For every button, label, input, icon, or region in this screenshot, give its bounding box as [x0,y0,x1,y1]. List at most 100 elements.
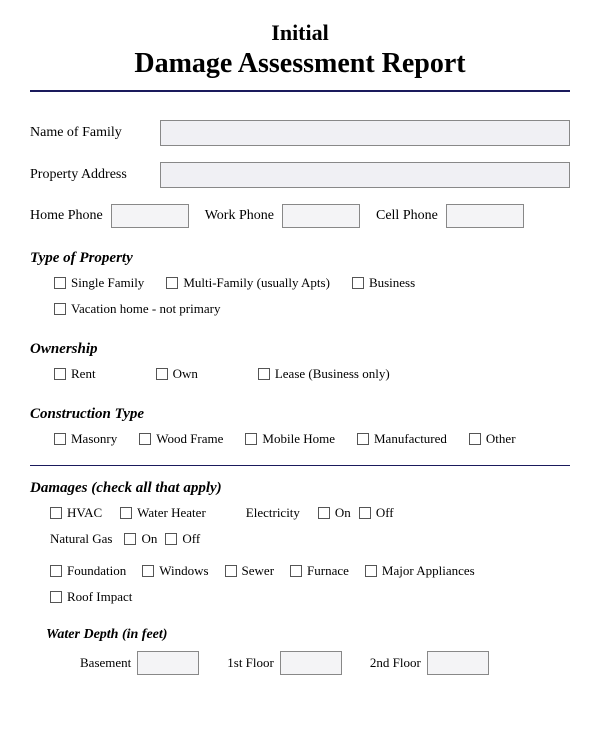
wood-frame-label: Wood Frame [156,431,223,447]
checkbox-icon [50,565,62,577]
roof-impact-label: Roof Impact [67,589,132,605]
rent-option[interactable]: Rent [54,366,96,382]
single-family-option[interactable]: Single Family [54,275,144,291]
checkbox-icon [225,565,237,577]
checkbox-icon [142,565,154,577]
ownership-title: Ownership [30,341,570,358]
furnace-option[interactable]: Furnace [290,563,349,579]
manufactured-option[interactable]: Manufactured [357,431,447,447]
foundation-option[interactable]: Foundation [50,563,126,579]
ownership-options: Rent Own Lease (Business only) [30,366,570,392]
damages-row-2: Foundation Windows Sewer Furnace Major A… [30,563,570,615]
address-input[interactable] [160,162,570,188]
multi-family-option[interactable]: Multi-Family (usually Apts) [166,275,330,291]
gas-off-label: Off [182,531,200,547]
checkbox-icon [258,368,270,380]
own-option[interactable]: Own [156,366,198,382]
electricity-off-option[interactable]: Off [359,505,394,521]
checkbox-icon [365,565,377,577]
checkbox-icon [245,433,257,445]
water-heater-option[interactable]: Water Heater [120,505,206,521]
sewer-label: Sewer [242,563,275,579]
windows-label: Windows [159,563,208,579]
rent-label: Rent [71,366,96,382]
electricity-on-option[interactable]: On [318,505,351,521]
home-phone-input[interactable] [111,204,189,228]
lease-option[interactable]: Lease (Business only) [258,366,390,382]
home-phone-label: Home Phone [30,208,103,224]
elec-on-label: On [335,505,351,521]
checkbox-icon [318,507,330,519]
property-type-title: Type of Property [30,250,570,267]
checkbox-icon [54,303,66,315]
mid-divider [30,465,570,466]
cell-phone-label: Cell Phone [376,208,438,224]
name-label: Name of Family [30,125,142,141]
masonry-label: Masonry [71,431,117,447]
multi-family-label: Multi-Family (usually Apts) [183,275,330,291]
single-family-label: Single Family [71,275,144,291]
second-floor-input[interactable] [427,651,489,675]
phones-row: Home Phone Work Phone Cell Phone [30,204,570,228]
major-appliances-label: Major Appliances [382,563,475,579]
checkbox-icon [50,507,62,519]
work-phone-label: Work Phone [205,208,274,224]
other-option[interactable]: Other [469,431,516,447]
natural-gas-group: Natural Gas On Off [50,531,204,547]
mobile-home-label: Mobile Home [262,431,335,447]
checkbox-icon [165,533,177,545]
checkbox-icon [290,565,302,577]
masonry-option[interactable]: Masonry [54,431,117,447]
windows-option[interactable]: Windows [142,563,208,579]
address-label: Property Address [30,167,142,183]
checkbox-icon [120,507,132,519]
gas-on-label: On [141,531,157,547]
property-type-options: Single Family Multi-Family (usually Apts… [30,275,570,327]
work-phone-input[interactable] [282,204,360,228]
construction-type-title: Construction Type [30,406,570,423]
second-floor-label: 2nd Floor [370,655,421,671]
water-depth-title: Water Depth (in feet) [30,627,570,643]
first-floor-input[interactable] [280,651,342,675]
name-input[interactable] [160,120,570,146]
checkbox-icon [50,591,62,603]
name-of-family-row: Name of Family [30,120,570,146]
basement-label: Basement [80,655,131,671]
lease-label: Lease (Business only) [275,366,390,382]
roof-impact-option[interactable]: Roof Impact [50,589,132,605]
first-floor-label: 1st Floor [227,655,274,671]
basement-input[interactable] [137,651,199,675]
water-heater-label: Water Heater [137,505,206,521]
vacation-option[interactable]: Vacation home - not primary [54,301,220,317]
sewer-option[interactable]: Sewer [225,563,275,579]
mobile-home-option[interactable]: Mobile Home [245,431,335,447]
checkbox-icon [166,277,178,289]
own-label: Own [173,366,198,382]
electricity-label: Electricity [246,505,300,521]
elec-off-label: Off [376,505,394,521]
business-option[interactable]: Business [352,275,415,291]
manufactured-label: Manufactured [374,431,447,447]
checkbox-icon [359,507,371,519]
hvac-label: HVAC [67,505,102,521]
checkbox-icon [124,533,136,545]
checkbox-icon [54,277,66,289]
gas-on-option[interactable]: On [124,531,157,547]
checkbox-icon [54,368,66,380]
furnace-label: Furnace [307,563,349,579]
gas-off-option[interactable]: Off [165,531,200,547]
business-label: Business [369,275,415,291]
property-address-row: Property Address [30,162,570,188]
major-appliances-option[interactable]: Major Appliances [365,563,475,579]
hvac-option[interactable]: HVAC [50,505,102,521]
header-divider [30,90,570,92]
pre-title: Initial [30,20,570,46]
vacation-label: Vacation home - not primary [71,301,220,317]
damages-title: Damages (check all that apply) [30,480,570,497]
wood-frame-option[interactable]: Wood Frame [139,431,223,447]
damages-row-1: HVAC Water Heater Electricity On Off Nat… [30,505,570,557]
form-header: Initial Damage Assessment Report [30,20,570,80]
cell-phone-input[interactable] [446,204,524,228]
natural-gas-label: Natural Gas [50,531,112,547]
checkbox-icon [469,433,481,445]
